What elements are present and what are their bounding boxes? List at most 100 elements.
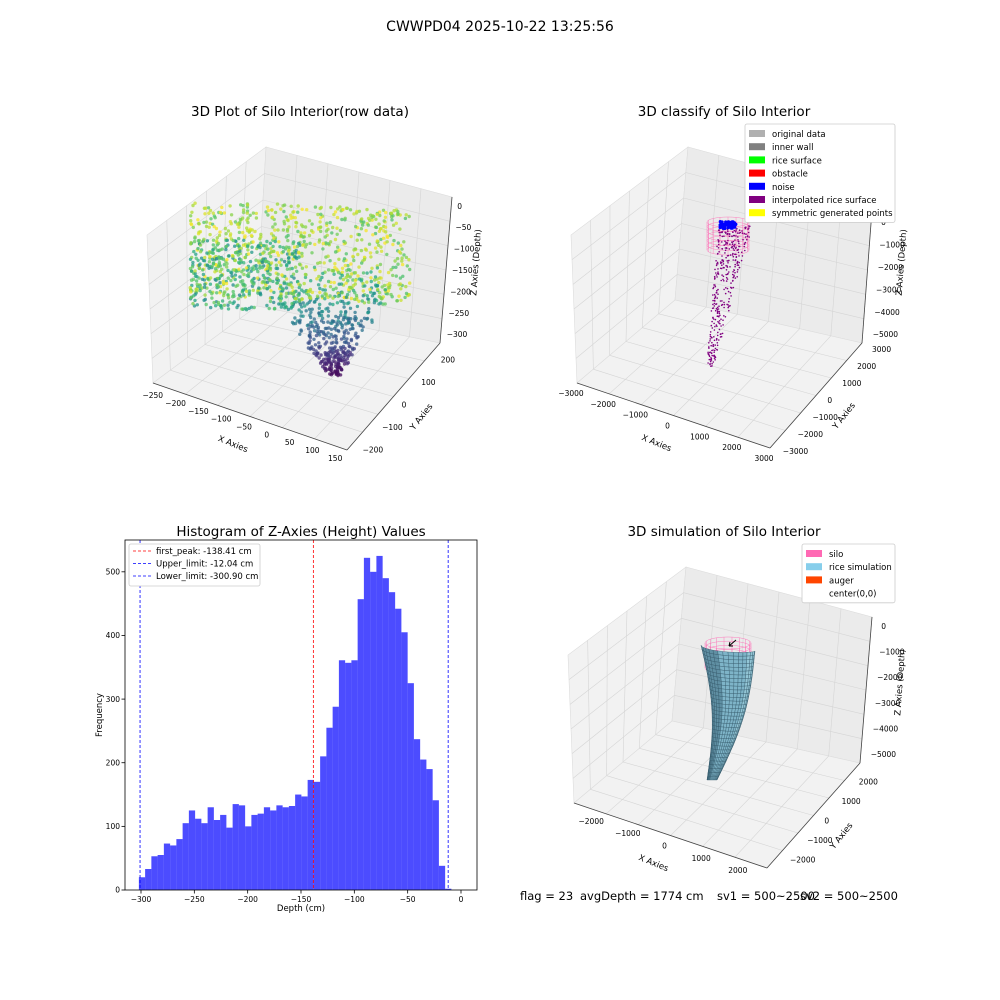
- raw-y-tick-label: 0: [402, 401, 407, 410]
- raw-point: [263, 280, 267, 284]
- interpolated-point: [709, 363, 711, 365]
- raw-point: [231, 254, 235, 258]
- raw-point: [319, 212, 323, 216]
- raw-point: [375, 266, 380, 270]
- raw-point: [329, 362, 334, 366]
- interpolated-point: [741, 255, 744, 257]
- simulation-x-tick-label: 1000: [692, 854, 711, 863]
- raw-point: [288, 252, 292, 256]
- interpolated-point: [748, 225, 750, 227]
- raw-point: [289, 291, 293, 295]
- interpolated-point: [738, 266, 741, 269]
- raw-point: [296, 293, 300, 297]
- histogram-bar: [413, 739, 421, 890]
- raw-point: [282, 281, 286, 285]
- raw-point: [195, 282, 199, 286]
- rice-surface-facet: [718, 714, 723, 720]
- rice-surface-facet: [725, 692, 730, 698]
- rice-surface-facet: [733, 667, 739, 672]
- rice-surface-facet: [719, 669, 726, 675]
- rice-surface-facet: [725, 685, 730, 690]
- raw-point: [271, 279, 275, 284]
- raw-point: [308, 330, 312, 334]
- histogram-y-tick-label: 500: [106, 568, 121, 577]
- raw-point: [239, 246, 243, 250]
- interpolated-point: [719, 267, 722, 270]
- interpolated-point: [725, 247, 728, 249]
- classify-legend-swatch: [749, 182, 765, 190]
- raw-point: [211, 211, 215, 215]
- raw-point: [192, 249, 196, 254]
- classify-x-tick-label: −1000: [623, 411, 649, 420]
- raw-point: [279, 258, 284, 262]
- raw-point: [300, 297, 304, 301]
- raw-point: [205, 263, 209, 267]
- raw-point: [355, 209, 359, 214]
- interpolated-point: [723, 315, 725, 317]
- classify-y-tick-label: 3000: [872, 345, 891, 354]
- raw-point: [216, 241, 221, 246]
- raw-point: [381, 208, 386, 212]
- interpolated-point: [716, 334, 719, 337]
- interpolated-point: [712, 317, 714, 319]
- raw-point: [386, 283, 390, 287]
- raw-point: [239, 280, 243, 284]
- raw-point: [247, 291, 251, 296]
- raw-point: [337, 362, 341, 366]
- raw-point: [353, 271, 358, 275]
- interpolated-point: [741, 230, 743, 232]
- interpolated-point: [717, 310, 719, 313]
- raw-point: [286, 307, 291, 312]
- raw-point: [318, 278, 322, 282]
- raw-point: [273, 228, 277, 232]
- raw-point: [330, 346, 334, 350]
- raw-point: [272, 249, 276, 253]
- classify-y-axis: [769, 342, 863, 449]
- interpolated-point: [722, 278, 724, 281]
- interpolated-point: [716, 325, 718, 328]
- raw-point: [229, 271, 234, 275]
- interpolated-point: [714, 344, 716, 346]
- raw-point: [283, 304, 288, 308]
- raw-point: [258, 266, 262, 270]
- raw-point: [191, 302, 195, 306]
- raw-point: [238, 217, 243, 222]
- rice-surface-facet: [729, 697, 734, 702]
- interpolated-point: [731, 243, 734, 245]
- raw-point: [317, 341, 321, 345]
- raw-point: [343, 359, 348, 363]
- raw-point: [383, 302, 387, 306]
- interpolated-point: [726, 232, 729, 235]
- raw-point: [366, 223, 370, 227]
- raw-point: [312, 337, 316, 341]
- raw-point: [326, 268, 331, 272]
- raw-point: [226, 229, 231, 233]
- raw-point: [319, 205, 323, 210]
- histogram-title: Histogram of Z-Axies (Height) Values: [176, 524, 425, 540]
- raw-point: [234, 284, 238, 288]
- raw-x-tick-label: −200: [165, 399, 186, 408]
- histogram-bar: [188, 810, 196, 890]
- raw-point: [315, 277, 319, 281]
- raw-point: [261, 251, 265, 255]
- interpolated-point: [713, 305, 716, 307]
- interpolated-point: [743, 232, 746, 235]
- raw-point: [313, 300, 317, 304]
- raw-point: [348, 208, 353, 212]
- raw-point: [392, 209, 396, 213]
- raw-point: [207, 260, 212, 264]
- raw-point: [293, 297, 298, 301]
- rice-surface-facet: [727, 651, 734, 657]
- raw-point: [220, 267, 224, 271]
- raw-point: [290, 252, 295, 256]
- interpolated-point: [715, 307, 718, 310]
- raw-point: [207, 225, 211, 229]
- raw-point: [294, 248, 298, 253]
- interpolated-point: [721, 235, 724, 238]
- raw-y-tick-label: −100: [382, 423, 403, 432]
- interpolated-point: [721, 241, 723, 243]
- raw-point: [262, 276, 267, 280]
- raw-point: [404, 255, 409, 260]
- raw-point: [265, 205, 270, 209]
- interpolated-point: [736, 271, 739, 273]
